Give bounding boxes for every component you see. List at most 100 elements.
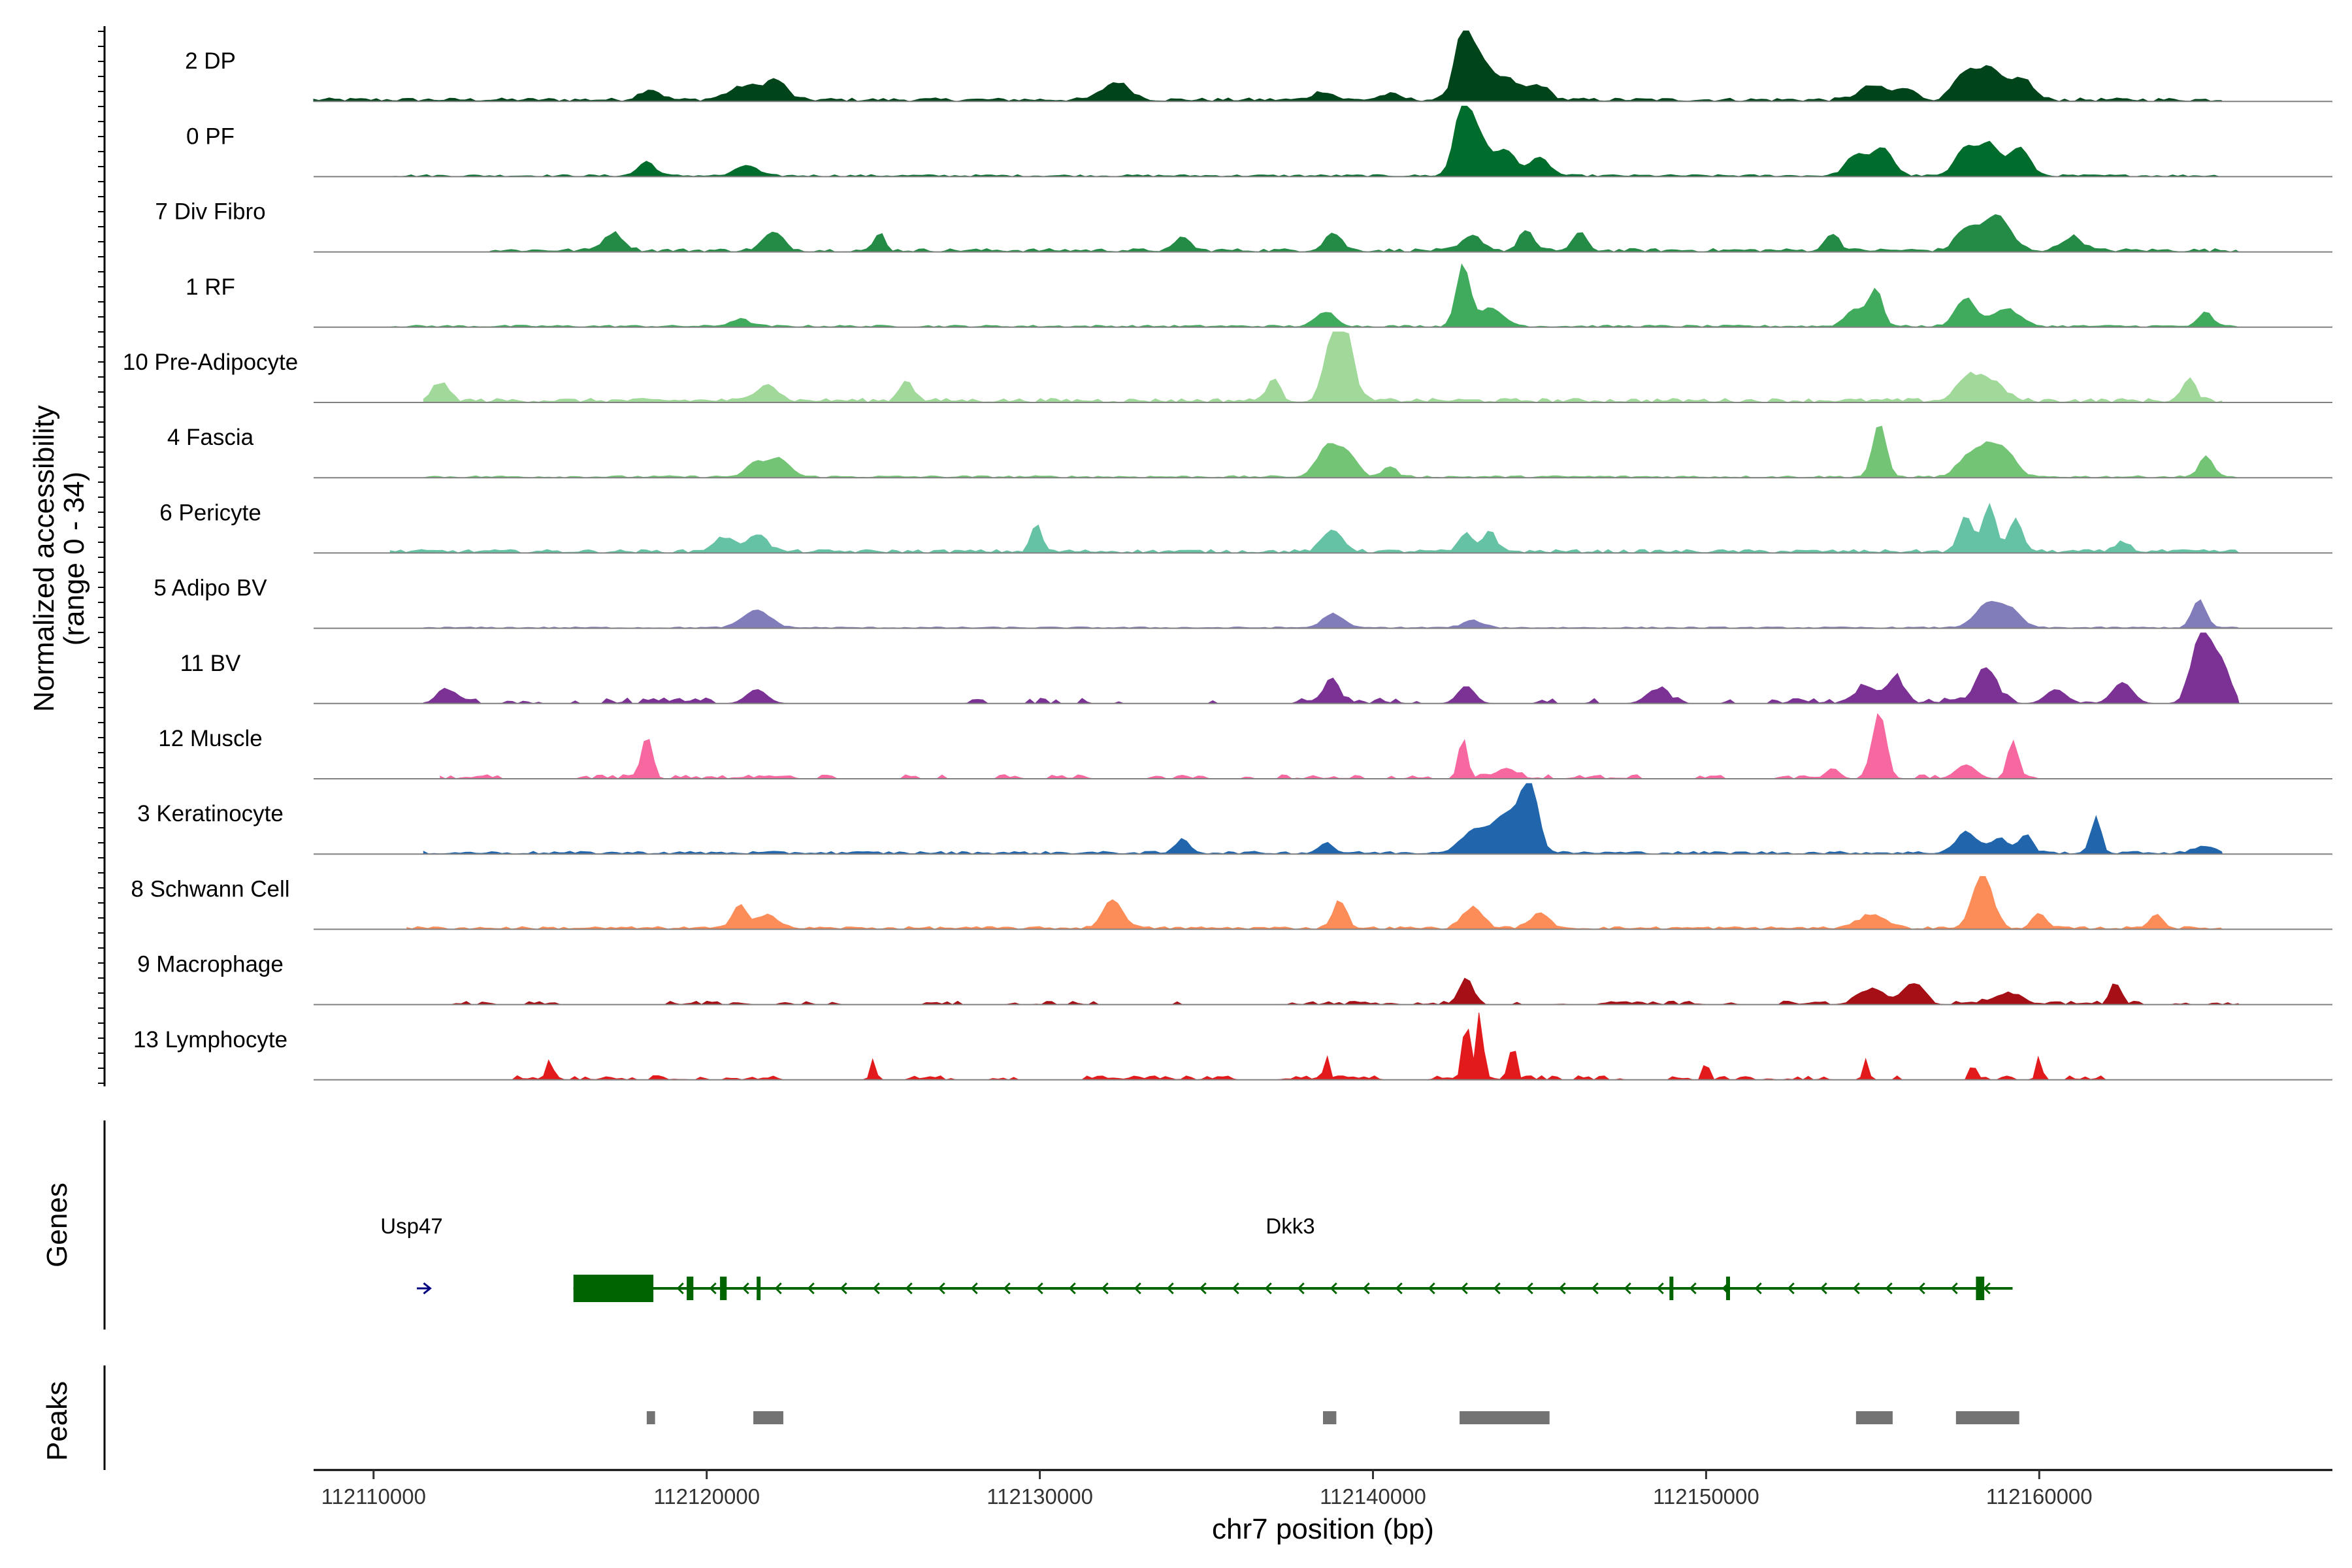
gene-strand-chevron	[1656, 1282, 1664, 1295]
track-5-adipo-bv: 5 Adipo BV	[154, 576, 2332, 629]
coverage-area	[440, 713, 2040, 779]
gene-strand-chevron	[1362, 1282, 1370, 1295]
gene-strand-chevron	[1232, 1282, 1239, 1295]
track-7-div-fibro: 7 Div Fibro	[155, 199, 2332, 253]
coverage-y-label-line2: (range 0 - 34)	[58, 472, 90, 646]
track-8-schwann-cell: 8 Schwann Cell	[131, 875, 2332, 930]
gene-strand-chevron	[1787, 1282, 1795, 1295]
gene-usp47: Usp47	[380, 1214, 443, 1295]
gene-exon	[1669, 1277, 1674, 1300]
gene-strand-chevron	[1297, 1282, 1305, 1295]
coverage-area	[506, 1012, 2107, 1081]
track-9-macrophage: 9 Macrophage	[137, 952, 2332, 1005]
coverage-area	[406, 875, 2224, 930]
gene-strand-chevron	[905, 1282, 913, 1295]
x-tick-label: 112160000	[1986, 1484, 2093, 1509]
track-12-muscle: 12 Muscle	[158, 713, 2332, 779]
coverage-tracks: 2 DP 0 PF 7 Div Fibro 1 RF 10 Pre-Adipocyte 4…	[123, 30, 2332, 1081]
coverage-area	[423, 599, 2240, 629]
gene-strand-chevron	[1689, 1282, 1697, 1295]
track-label: 12 Muscle	[158, 726, 263, 751]
gene-strand-chevron	[1493, 1282, 1501, 1295]
track-4-fascia: 4 Fascia	[167, 425, 2332, 479]
gene-strand-chevron	[840, 1282, 847, 1295]
x-axis-title: chr7 position (bp)	[1212, 1513, 1434, 1545]
coverage-area	[313, 30, 2224, 102]
track-1-rf: 1 RF	[186, 263, 2332, 328]
coverage-area	[423, 331, 2223, 403]
track-2-dp: 2 DP	[185, 30, 2332, 103]
track-label: 3 Keratinocyte	[137, 801, 284, 826]
peak-region	[1955, 1411, 2019, 1424]
gene-strand-chevron	[938, 1282, 945, 1295]
track-3-keratinocyte: 3 Keratinocyte	[137, 783, 2332, 855]
gene-strand-chevron	[1820, 1282, 1827, 1295]
gene-exon	[1725, 1277, 1730, 1300]
coverage-area	[423, 783, 2223, 855]
genes-panel-label: Genes	[41, 1183, 73, 1267]
gene-strand-chevron	[807, 1282, 815, 1295]
x-tick-label: 112110000	[321, 1484, 426, 1509]
peaks-panel	[103, 1365, 2019, 1470]
gene-strand-chevron	[1852, 1282, 1860, 1295]
gene-strand-chevron	[1885, 1282, 1893, 1295]
gene-strand-chevron	[1558, 1282, 1566, 1295]
coverage-area	[389, 105, 2223, 177]
coverage-area	[423, 425, 2240, 478]
gene-strand-chevron	[872, 1282, 880, 1295]
gene-strand-chevron	[1036, 1282, 1043, 1295]
peak-region	[753, 1411, 783, 1424]
gene-strand-chevron	[1918, 1282, 1925, 1295]
track-label: 9 Macrophage	[137, 952, 284, 977]
track-11-bv: 11 BV	[180, 632, 2332, 704]
gene-strand-chevron	[1101, 1282, 1109, 1295]
track-label: 4 Fascia	[167, 425, 254, 450]
gene-label: Dkk3	[1266, 1214, 1315, 1238]
gene-strand-chevron	[1526, 1282, 1533, 1295]
gene-label: Usp47	[380, 1214, 442, 1238]
genes-panel: Usp47 Dkk3	[103, 1120, 2013, 1330]
track-label: 2 DP	[185, 48, 236, 74]
gene-strand-chevron	[1395, 1282, 1403, 1295]
coverage-area	[389, 263, 2240, 328]
gene-exon	[573, 1275, 654, 1302]
coverage-area	[423, 632, 2240, 704]
gene-exon	[720, 1277, 727, 1300]
coverage-area	[489, 214, 2241, 253]
gene-strand-chevron	[970, 1282, 978, 1295]
gene-strand-chevron	[676, 1282, 684, 1295]
coverage-area	[440, 977, 2240, 1005]
coverage-y-label-line1: Normalized accessibility	[28, 405, 60, 711]
track-label: 6 Pericyte	[159, 500, 261, 525]
track-13-lymphocyte: 13 Lymphocyte	[133, 1012, 2332, 1081]
gene-exon	[1976, 1277, 1985, 1300]
gene-arrow-head	[423, 1282, 432, 1295]
gene-strand-chevron	[774, 1282, 782, 1295]
peak-region	[1460, 1411, 1550, 1424]
gene-strand-chevron	[1068, 1282, 1076, 1295]
gene-strand-chevron	[1950, 1282, 1958, 1295]
peak-region	[646, 1411, 655, 1424]
gene-strand-chevron	[1754, 1282, 1762, 1295]
gene-exon	[687, 1277, 694, 1300]
peaks-panel-label: Peaks	[41, 1381, 73, 1461]
gene-strand-chevron	[1983, 1282, 1991, 1295]
gene-strand-chevron	[1428, 1282, 1435, 1295]
gene-strand-chevron	[1134, 1282, 1141, 1295]
gene-strand-chevron	[1624, 1282, 1631, 1295]
track-6-pericyte: 6 Pericyte	[159, 500, 2332, 554]
track-label: 13 Lymphocyte	[133, 1027, 287, 1053]
gene-strand-chevron	[1460, 1282, 1468, 1295]
track-label: 11 BV	[180, 651, 241, 676]
coverage-area	[389, 502, 2240, 553]
gene-exon	[757, 1277, 761, 1300]
track-label: 0 PF	[186, 123, 235, 149]
gene-strand-chevron	[1003, 1282, 1011, 1295]
track-10-pre-adipocyte: 10 Pre-Adipocyte	[123, 331, 2332, 403]
track-label: 7 Div Fibro	[155, 199, 265, 225]
track-0-pf: 0 PF	[186, 105, 2332, 178]
coverage-y-axis	[98, 26, 106, 1086]
gene-strand-chevron	[1591, 1282, 1599, 1295]
x-tick-label: 112140000	[1320, 1484, 1426, 1509]
